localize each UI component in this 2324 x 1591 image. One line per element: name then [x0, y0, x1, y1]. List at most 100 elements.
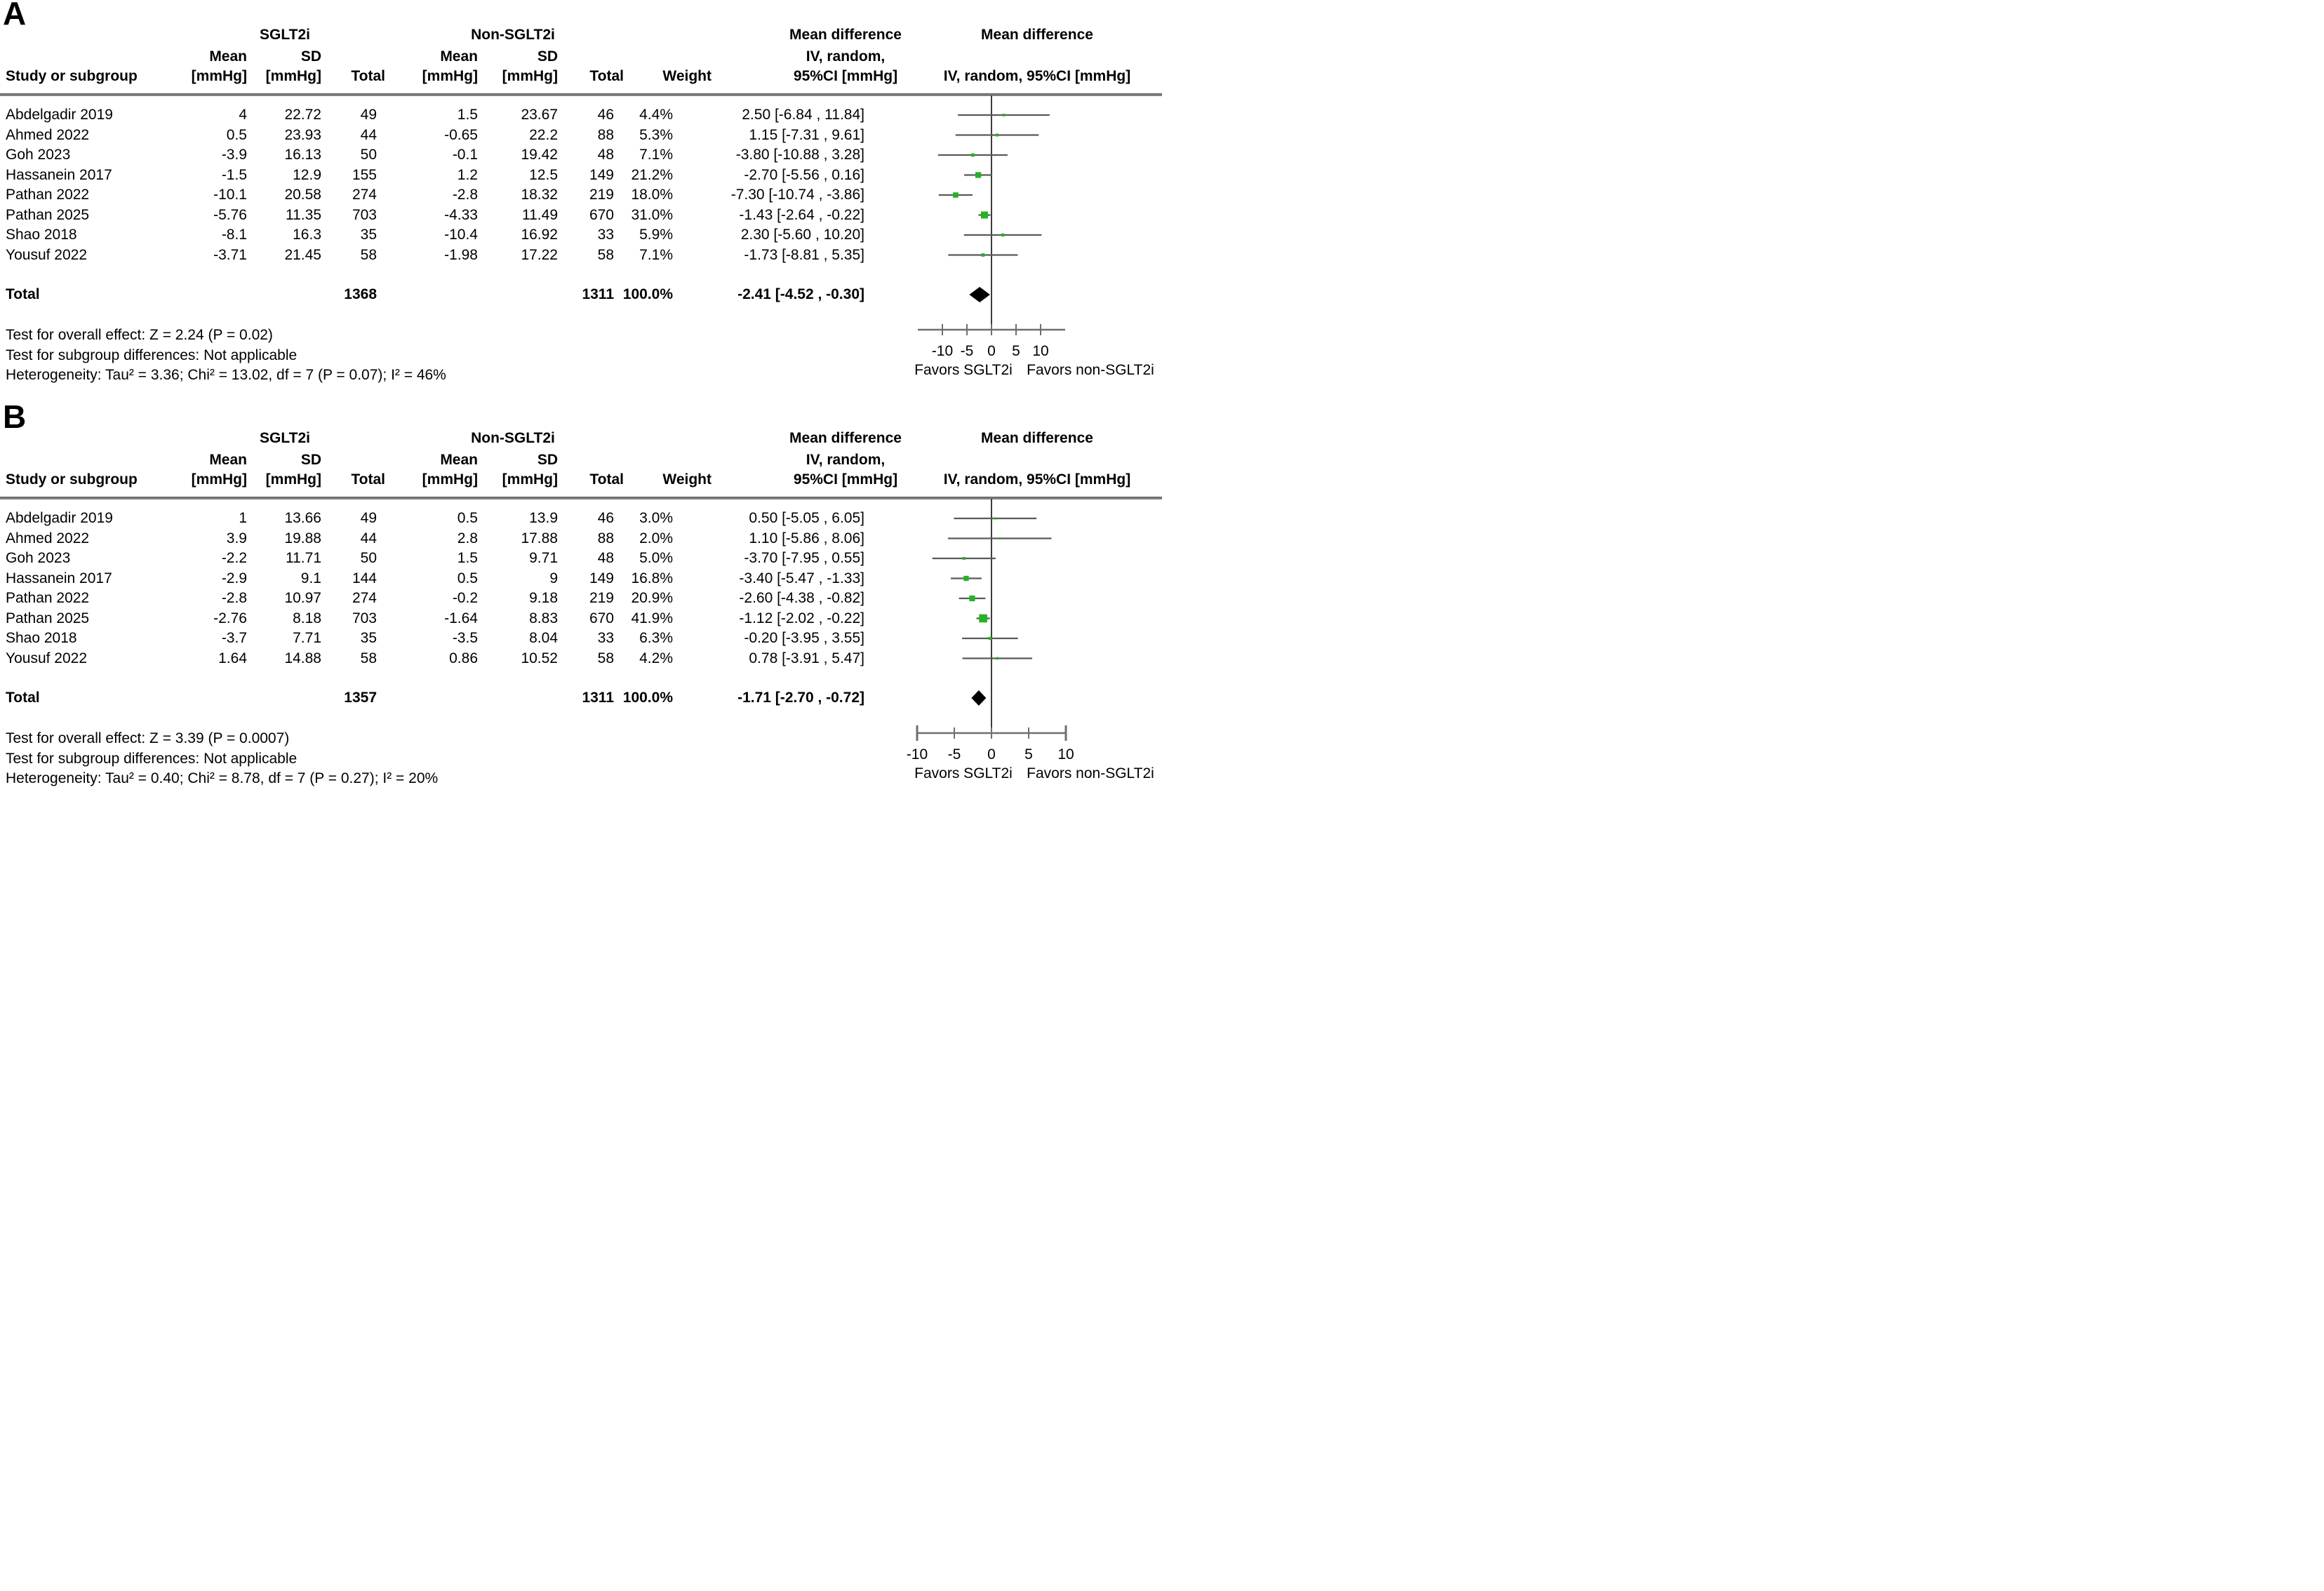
weight: 3.0% — [639, 510, 673, 526]
col-header-total-non: Total — [589, 471, 624, 488]
mean-non-sglt2i: -0.65 — [444, 126, 478, 143]
weight: 5.3% — [639, 126, 673, 143]
weight: 4.2% — [639, 650, 673, 666]
group-header-sglt2i: SGLT2i — [260, 27, 310, 43]
mean-non-sglt2i: 1.5 — [457, 550, 478, 566]
study-name: Shao 2018 — [6, 630, 77, 646]
md-ci-text: 0.78 [-3.91 , 5.47] — [749, 650, 864, 666]
group-header-non-sglt2i: Non-SGLT2i — [471, 27, 555, 43]
mean-sglt2i: -1.5 — [221, 166, 247, 183]
md-ci-text: 0.50 [-5.05 , 6.05] — [749, 510, 864, 526]
study-name: Pathan 2025 — [6, 610, 90, 626]
study-row: Yousuf 2022 -3.71 21.45 58 -1.98 17.22 58 7.1% -… — [0, 246, 1162, 265]
total-non-sglt2i: 48 — [597, 147, 614, 163]
plot-header-1: Mean difference — [981, 27, 1093, 43]
md-ci-text: -1.12 [-2.02 , -0.22] — [739, 610, 864, 626]
study-name: Hassanein 2017 — [6, 166, 112, 183]
plot-header-2: IV, random, 95%CI [mmHg] — [943, 68, 1131, 84]
svg-text:10: 10 — [1032, 343, 1048, 359]
total-non-sglt2i: 58 — [597, 246, 614, 263]
weight: 5.9% — [639, 227, 673, 243]
sd-sglt2i: 9.1 — [300, 570, 321, 586]
sd-non-sglt2i: 22.2 — [529, 126, 558, 143]
subgroup-difference-test: Test for subgroup differences: Not appli… — [6, 347, 298, 363]
study-name: Hassanein 2017 — [6, 570, 112, 586]
md-ci-text: 2.30 [-5.60 , 10.20] — [740, 227, 864, 243]
mean-non-sglt2i: -0.1 — [452, 147, 478, 163]
col-header-study: Study or subgroup — [6, 68, 138, 84]
weight: 21.2% — [631, 166, 673, 183]
study-row: Shao 2018 -8.1 16.3 35 -10.4 16.92 33 5.9% 2.30 … — [0, 225, 1162, 245]
study-name: Abdelgadir 2019 — [6, 510, 113, 526]
col-header-mean-unit-non: [mmHg] — [422, 68, 478, 84]
total-non-sglt2i: 88 — [597, 530, 614, 546]
header-rule — [0, 497, 1162, 499]
total-weight: 100.0% — [622, 286, 673, 302]
mean-sglt2i: -3.9 — [221, 147, 247, 163]
total-non-sglt2i: 33 — [597, 227, 614, 243]
weight: 7.1% — [639, 246, 673, 263]
total-sglt2i: 144 — [352, 570, 377, 586]
col-header-mean-unit-sglt2i: [mmHg] — [191, 471, 247, 488]
study-row: Hassanein 2017 -2.9 9.1 144 0.5 9 149 16.8% -3.4… — [0, 569, 1162, 589]
col-header-md-2: IV, random, — [806, 48, 886, 65]
col-header-sd-unit-sglt2i: [mmHg] — [265, 471, 321, 488]
study-row: Pathan 2025 -5.76 11.35 703 -4.33 11.49 670 31.… — [0, 206, 1162, 225]
study-name: Yousuf 2022 — [6, 246, 88, 263]
sd-non-sglt2i: 9 — [549, 570, 558, 586]
col-header-total-sglt2i: Total — [351, 471, 385, 488]
total-non-sglt2i: 46 — [597, 107, 614, 123]
mean-sglt2i: 3.9 — [226, 530, 247, 546]
total-non-sglt2i: 33 — [597, 630, 614, 646]
sd-sglt2i: 11.35 — [286, 206, 321, 223]
total-label: Total — [6, 286, 40, 302]
study-row: Ahmed 2022 0.5 23.93 44 -0.65 22.2 88 5.3% 1.15 … — [0, 126, 1162, 145]
weight: 7.1% — [639, 147, 673, 163]
col-header-md-2: IV, random, — [806, 452, 886, 468]
sd-sglt2i: 23.93 — [284, 126, 321, 143]
mean-sglt2i: -8.1 — [221, 227, 247, 243]
heterogeneity-stats: Heterogeneity: Tau² = 3.36; Chi² = 13.02… — [6, 367, 446, 383]
total-sglt2i: 274 — [352, 590, 377, 606]
md-ci-text: -3.80 [-10.88 , 3.28] — [735, 147, 864, 163]
sd-sglt2i: 10.97 — [284, 590, 321, 606]
md-ci-text: 2.50 [-6.84 , 11.84] — [742, 107, 864, 123]
sd-non-sglt2i: 17.88 — [521, 530, 558, 546]
total-non-sglt2i: 149 — [589, 570, 614, 586]
md-ci-text: -2.70 [-5.56 , 0.16] — [744, 166, 864, 183]
col-header-weight: Weight — [662, 68, 712, 84]
sd-sglt2i: 16.3 — [293, 227, 321, 243]
study-name: Goh 2023 — [6, 147, 71, 163]
svg-text:0: 0 — [987, 746, 996, 763]
col-header-md-3: 95%CI [mmHg] — [793, 68, 898, 84]
sd-sglt2i: 13.66 — [284, 510, 321, 526]
mean-non-sglt2i: -3.5 — [452, 630, 478, 646]
total-sglt2i: 44 — [360, 126, 377, 143]
mean-non-sglt2i: 0.5 — [457, 570, 478, 586]
md-ci-text: -3.70 [-7.95 , 0.55] — [744, 550, 864, 566]
total-weight: 100.0% — [622, 690, 673, 706]
sd-non-sglt2i: 19.42 — [521, 147, 558, 163]
svg-text:-5: -5 — [948, 746, 961, 763]
mean-sglt2i: 1.64 — [218, 650, 247, 666]
total-sglt2i: 703 — [352, 206, 377, 223]
svg-text:10: 10 — [1057, 746, 1074, 763]
total-sglt2i: 35 — [360, 227, 377, 243]
mean-non-sglt2i: 0.86 — [449, 650, 478, 666]
study-row: Abdelgadir 2019 4 22.72 49 1.5 23.67 46 4.4% 2.5… — [0, 105, 1162, 125]
total-non-sglt2i: 1311 — [582, 690, 614, 706]
study-name: Shao 2018 — [6, 227, 77, 243]
mean-sglt2i: 1 — [239, 510, 247, 526]
study-row: Pathan 2025 -2.76 8.18 703 -1.64 8.83 670 41.9%… — [0, 609, 1162, 629]
mean-sglt2i: -3.7 — [221, 630, 247, 646]
total-non-sglt2i: 219 — [589, 187, 614, 203]
col-header-total-non: Total — [589, 68, 624, 84]
study-row: Pathan 2022 -10.1 20.58 274 -2.8 18.32 219 18.0… — [0, 185, 1162, 205]
total-sglt2i: 58 — [360, 246, 377, 263]
col-header-md-1: Mean difference — [789, 27, 902, 43]
col-header-total-sglt2i: Total — [351, 68, 385, 84]
overall-effect-test: Test for overall effect: Z = 3.39 (P = 0… — [6, 730, 290, 746]
md-ci-text: -1.73 [-8.81 , 5.35] — [744, 246, 864, 263]
md-ci-text: -1.43 [-2.64 , -0.22] — [739, 206, 864, 223]
svg-text:0: 0 — [987, 343, 996, 359]
